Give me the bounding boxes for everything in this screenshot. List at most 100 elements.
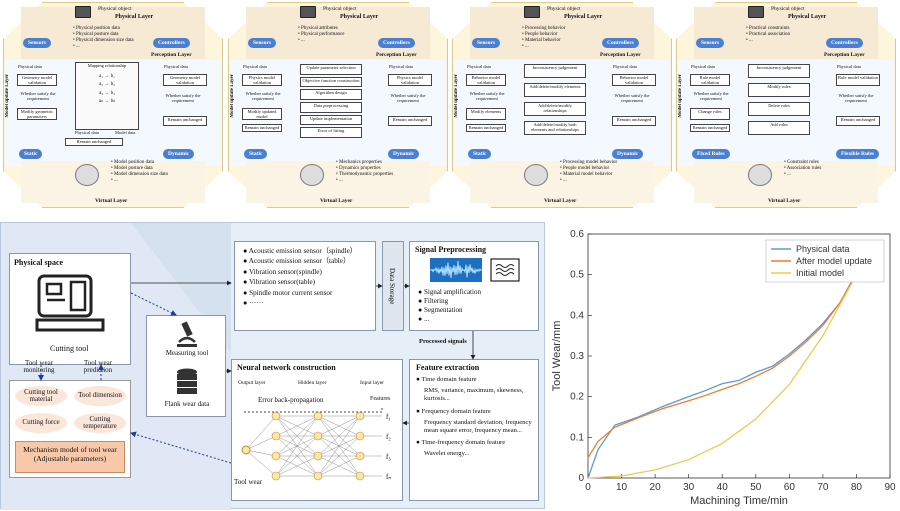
center-step-4: Add rules <box>748 121 810 135</box>
model-update-layer-label: Model update Layer <box>5 74 10 118</box>
physical-bullet: ... <box>73 44 134 50</box>
controllers-pill: Controllers <box>826 38 863 48</box>
sensor-item-label: Acoustic emission sensor（spindle） <box>249 247 357 255</box>
left-step-5: Remain unchanged <box>242 124 282 132</box>
tool-wear-prediction-label: Tool wear prediction <box>75 360 121 375</box>
input-layer-label: Input layer <box>360 380 384 386</box>
physical-bullet: ... <box>298 38 344 44</box>
sensor-item: ● ······ <box>243 298 371 308</box>
waveform-icon <box>430 258 482 282</box>
signal-item: ● Signal amplification <box>418 288 481 297</box>
left-step-4: Modify geometric parameters <box>17 108 57 120</box>
left-step-1: Physical data <box>242 64 282 72</box>
backprop-label: Error back-propagation <box>258 396 324 404</box>
y-tick-label: 0.5 <box>570 270 584 281</box>
static-pill: Static <box>19 149 42 159</box>
center-step-3: Algorithm design <box>300 89 362 100</box>
virtual-model-icon <box>524 164 548 186</box>
virtual-bullet: ... <box>336 178 393 184</box>
mapping-model-data: Model data <box>115 130 135 135</box>
nn-edge <box>246 436 276 450</box>
x-tick-label: 20 <box>650 482 662 493</box>
center-step-3: Add/delete/modify relationships <box>524 102 586 116</box>
y-tick-label: 0 <box>578 473 584 484</box>
feature-item: ● Frequency domain feature Frequency stan… <box>416 408 532 435</box>
physical-object-icon <box>300 6 316 18</box>
backprop-path <box>244 408 382 412</box>
virtual-bullets: Processing model behaviorPeople model be… <box>560 160 617 184</box>
virtual-bullets: Constraint rulesAssociation rules... <box>784 160 821 178</box>
left-step-3: Whether satisfy the requirement <box>19 90 57 104</box>
machine-tool-icon <box>35 272 107 334</box>
nn-node <box>272 472 280 480</box>
feature-head: Time domain feature <box>422 376 477 383</box>
nn-node <box>356 472 364 480</box>
data-storage-label: Data Storage <box>388 268 396 304</box>
sensor-list: ● Acoustic emission sensor（spindle） ● Aco… <box>243 246 371 309</box>
oval-cutting-temperature: Cutting temperature <box>74 413 126 433</box>
feature-input-label: f₃ <box>386 453 391 461</box>
left-step-5: Remain unchanged <box>690 124 730 132</box>
left-step-4: Modify elements <box>466 108 506 120</box>
signal-preprocessing-title: Signal Preprocessing <box>415 245 486 254</box>
y-tick-label: 0.4 <box>570 310 584 321</box>
virtual-bullets: Model position dataModel posture dataMod… <box>111 160 168 184</box>
microscope-icon <box>173 320 201 350</box>
sensors-pill: Sensors <box>472 38 500 48</box>
data-storage-box: Data Storage <box>382 241 404 331</box>
x-tick-label: 60 <box>784 482 796 493</box>
nn-node <box>314 412 322 420</box>
signal-item: ● ... <box>418 315 481 324</box>
virtual-layer-label: Virtual Layer <box>544 198 576 204</box>
y-tick-label: 0.1 <box>570 432 584 443</box>
feature-body: Frequency standard deviation, frequency … <box>416 419 532 435</box>
virtual-model-icon <box>300 164 324 186</box>
left-step-3: Whether satisfy the requirement <box>692 90 730 104</box>
mechanism-model-box: Mechanism model of tool wear (Adjustable… <box>15 441 125 473</box>
physical-layer-label: Physical Layer <box>564 14 602 21</box>
dynamic-pill: Dynamic <box>163 149 194 159</box>
right-step-3: Whether satisfy the requirement <box>388 92 428 106</box>
sensor-item-label: Vibration sensor(table) <box>249 278 315 286</box>
physical-space-card: Physical space Cutting tool <box>9 253 131 365</box>
right-step-4: Remain unchanged <box>836 116 880 126</box>
virtual-bullet: Material model behavior <box>560 172 617 178</box>
perception-layer-label: Perception Layer <box>376 52 417 58</box>
nn-node <box>356 432 364 440</box>
feature-item: ● Time domain feature RMS, variance, maxi… <box>416 376 532 403</box>
x-tick-label: 80 <box>851 482 863 493</box>
left-step-1: Physical data <box>466 64 506 72</box>
virtual-bullet: ... <box>560 178 617 184</box>
right-step-2: Geometry model validation <box>163 74 207 86</box>
physical-bullets: Physical position dataPhysical posture d… <box>73 26 134 50</box>
physical-layer-label: Physical Layer <box>115 14 153 21</box>
nn-node <box>272 452 280 460</box>
neural-network-graph: f₁ f₂ f₃ fₙ <box>232 406 404 498</box>
filter-icon <box>490 258 520 282</box>
legend-label: Initial model <box>796 268 844 278</box>
physical-object-label: Physical object <box>98 6 131 12</box>
mechanism-model-card: Cutting tool material Tool dimension Cut… <box>9 380 131 478</box>
physical-layer-label: Physical Layer <box>788 14 826 21</box>
virtual-bullet: Model dimension size data <box>111 172 168 178</box>
model-update-layer-label: Model update Layer <box>678 74 683 118</box>
nn-node <box>314 432 322 440</box>
signal-item-label: Signal amplification <box>424 288 481 296</box>
y-tick-label: 0.2 <box>570 392 584 403</box>
dynamic-pill: Dynamic <box>612 149 643 159</box>
center-step-2: Add/delete/modify elements <box>524 83 586 97</box>
static-pill: Static <box>468 149 491 159</box>
right-step-1: Physical data <box>163 64 207 72</box>
oval-cutting-tool-material: Cutting tool material <box>15 386 67 406</box>
physical-space-title: Physical space <box>14 258 63 267</box>
nn-node <box>356 452 364 460</box>
perception-layer-label: Perception Layer <box>824 52 865 58</box>
feature-item: ● Time-frequency domain feature Wavelet e… <box>416 439 532 458</box>
physical-bullets: Processing behaviorPeople behaviorMateri… <box>522 26 565 50</box>
model-update-panel-4: Physical object Physical Layer Practical… <box>676 2 896 208</box>
right-step-1: Physical data <box>388 64 432 72</box>
sensors-pill: Sensors <box>248 38 276 48</box>
tool-wear-flow-panel: Physical space Cutting tool Tool wear mo… <box>0 222 545 509</box>
physical-bullets: Physical attributesPhysical performance.… <box>298 26 344 44</box>
y-tick-label: 0.3 <box>570 351 584 362</box>
